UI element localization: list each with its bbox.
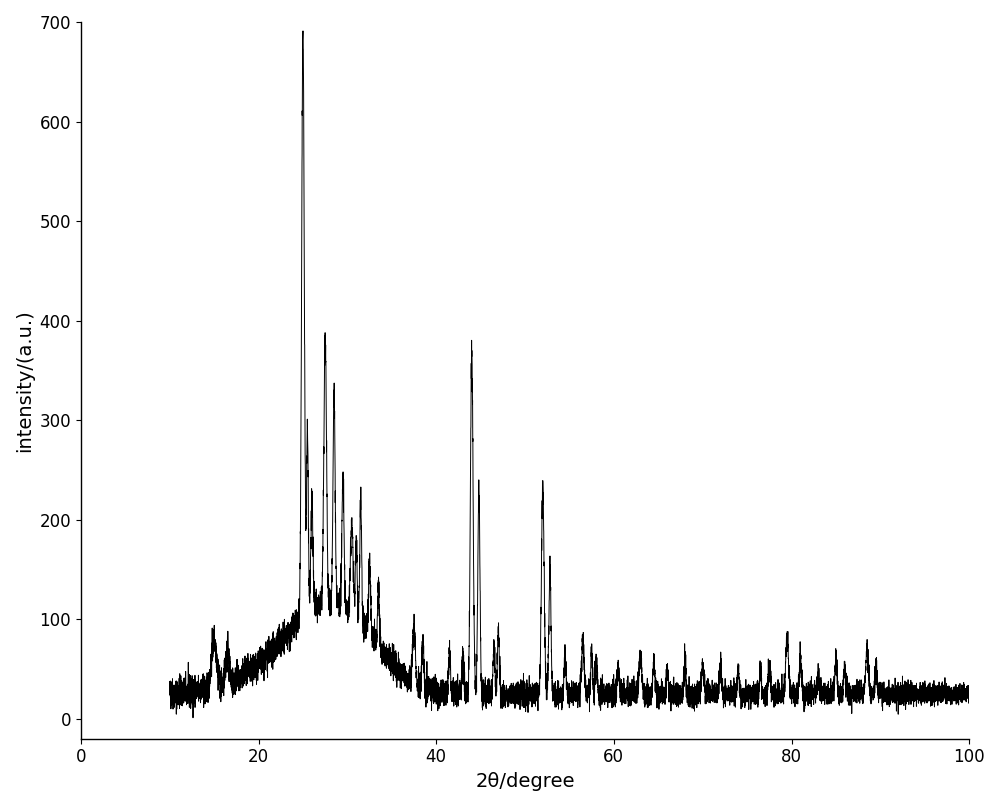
Y-axis label: intensity/(a.u.): intensity/(a.u.)	[15, 309, 34, 451]
X-axis label: 2θ/degree: 2θ/degree	[475, 772, 575, 791]
